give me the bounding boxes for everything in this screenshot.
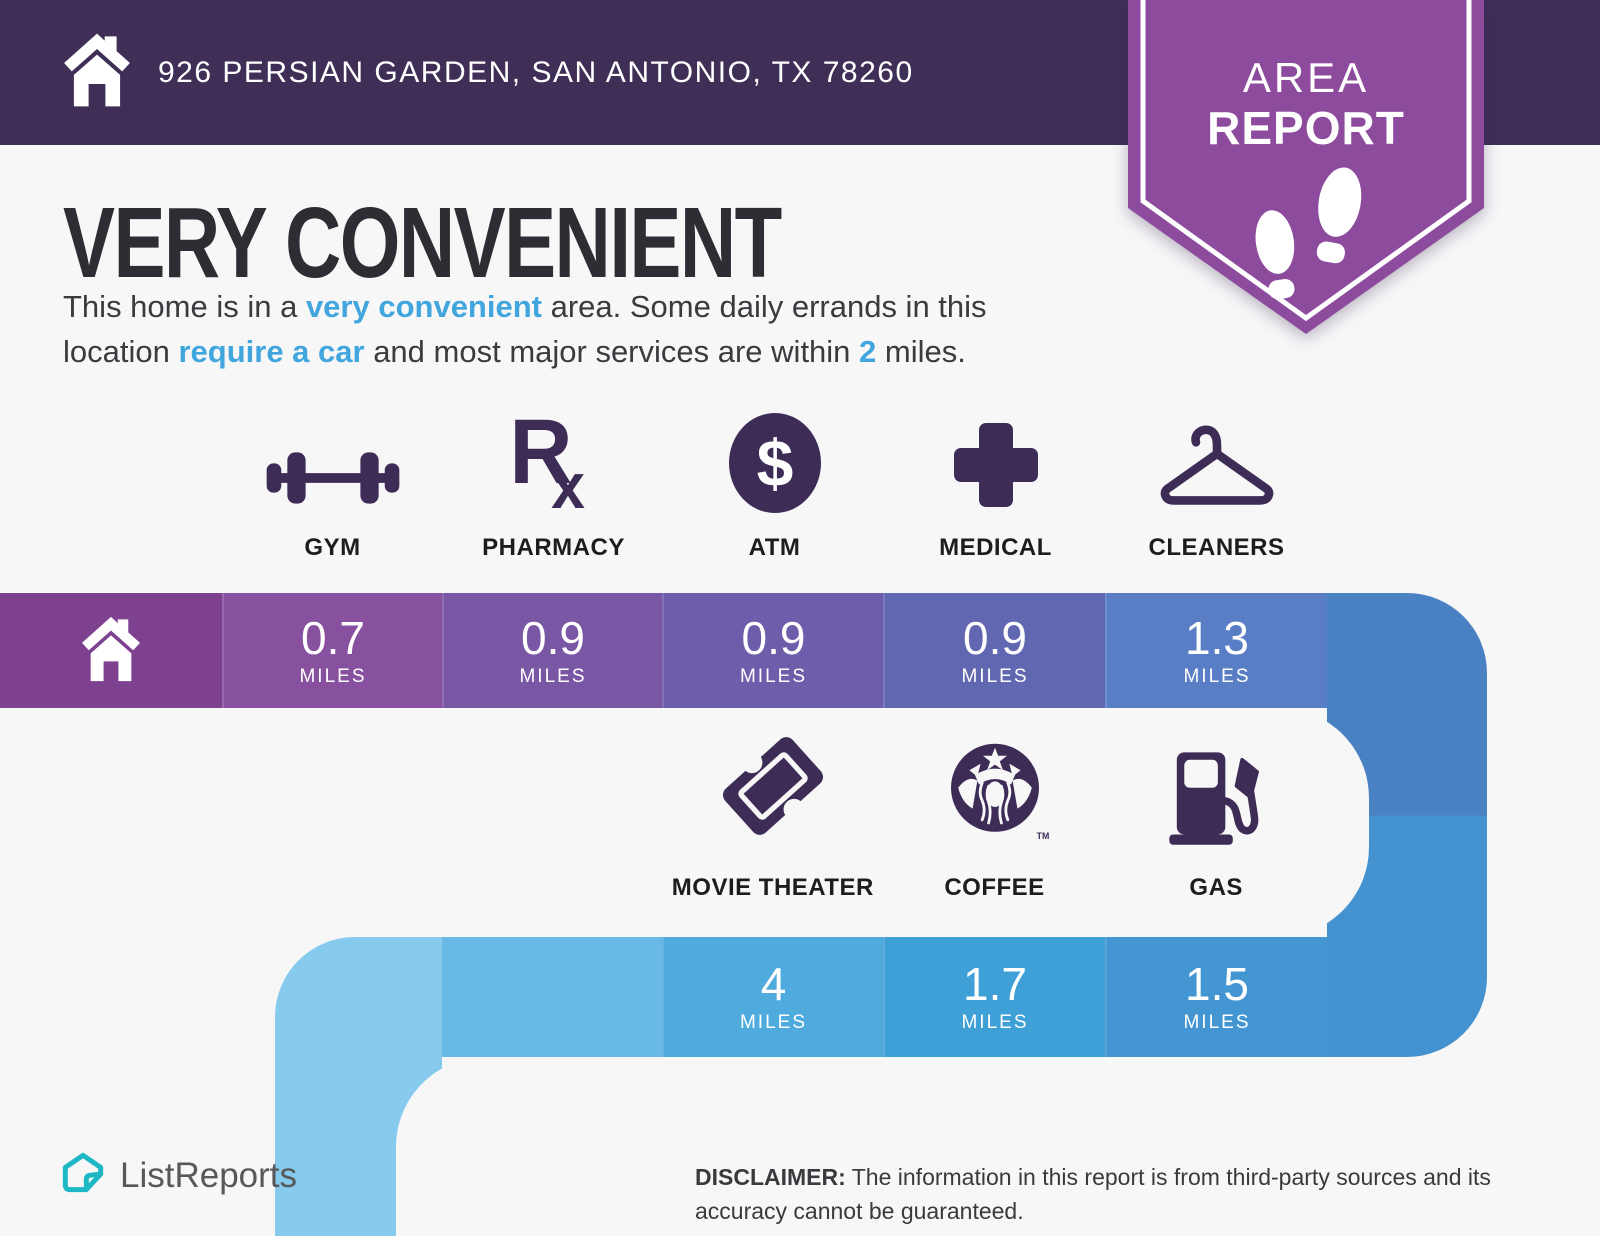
- dumbbell-icon: [263, 441, 403, 520]
- listreports-house-icon: [60, 1152, 106, 1199]
- miles-label: MILES: [739, 665, 808, 687]
- badge-line2: REPORT: [1207, 102, 1405, 154]
- distance-value: 0.9: [521, 611, 585, 664]
- dollar-circle-icon: $: [725, 411, 825, 520]
- miles-label: MILES: [519, 665, 587, 687]
- miles-label: MILES: [739, 1012, 808, 1033]
- gas-pump-icon: [1160, 743, 1272, 860]
- svg-text:TM: TM: [1036, 831, 1049, 841]
- distance-cell-gas: 1.5 MILES: [1105, 937, 1327, 1057]
- brand-name: ListReports: [120, 1155, 298, 1195]
- distance-value: 1.3: [1185, 611, 1249, 664]
- distance-value: 0.7: [301, 611, 365, 664]
- service-gym: GYM: [222, 420, 443, 562]
- coffee-siren-icon: TM: [931, 727, 1059, 860]
- service-label: CLEANERS: [1148, 534, 1285, 561]
- band-inner-notch-bottom: [396, 1057, 1600, 1236]
- distance-cell-spacer: [442, 937, 662, 1057]
- home-icon: [55, 30, 139, 115]
- listreports-logo: ListReports: [60, 1152, 297, 1199]
- area-report-badge: AREA REPORT: [1128, 0, 1484, 345]
- service-medical: MEDICAL: [885, 420, 1106, 562]
- distance-value: 1.5: [1185, 958, 1249, 1010]
- distance-value: 1.7: [963, 958, 1027, 1010]
- ticket-icon: [698, 717, 848, 860]
- distance-cell-cleaners: 1.3 MILES: [1105, 593, 1327, 708]
- distance-cell-atm: 0.9 MILES: [662, 593, 883, 708]
- footprints-icon: [1255, 167, 1362, 300]
- service-label: ATM: [748, 534, 801, 561]
- miles-label: MILES: [961, 1012, 1029, 1033]
- service-label: COFFEE: [944, 874, 1045, 901]
- service-label: MEDICAL: [939, 534, 1052, 561]
- distance-value: 4: [760, 958, 787, 1010]
- disclaimer-text: DISCLAIMER: The information in this repo…: [695, 1164, 1491, 1224]
- service-atm: $ ATM: [664, 413, 885, 562]
- distance-cell-gym: 0.7 MILES: [222, 593, 442, 708]
- service-label: GAS: [1189, 874, 1243, 901]
- svg-text:$: $: [756, 426, 793, 500]
- service-label: MOVIE THEATER: [671, 874, 874, 901]
- property-address: 926 PERSIAN GARDEN, SAN ANTONIO, TX 7826…: [158, 55, 914, 89]
- hanger-icon: [1155, 423, 1279, 520]
- distance-cell-movie-theater: 4 MILES: [662, 937, 883, 1057]
- service-label: GYM: [304, 534, 361, 561]
- distance-value: 0.9: [963, 611, 1027, 664]
- miles-label: MILES: [1183, 665, 1251, 687]
- distance-band-1: 0.7 MILES 0.9 MILES 0.9 MILES 0.9 MILES 1.3 MILES: [0, 593, 1327, 708]
- service-coffee: TM COFFEE: [884, 732, 1106, 902]
- distance-value: 0.9: [741, 611, 806, 664]
- medical-cross-icon: [946, 415, 1046, 520]
- miles-label: MILES: [1183, 1012, 1251, 1033]
- distance-cell-coffee: 1.7 MILES: [883, 937, 1105, 1057]
- distance-band-2: 4 MILES 1.7 MILES 1.5 MILES: [442, 937, 1327, 1057]
- distance-cell-medical: 0.9 MILES: [883, 593, 1105, 708]
- badge-line1: AREA: [1243, 54, 1369, 101]
- intro-paragraph: This home is in a very convenient area. …: [63, 289, 987, 369]
- miles-label: MILES: [299, 665, 367, 687]
- distance-cell-pharmacy: 0.9 MILES: [442, 593, 662, 708]
- page-title: VERY CONVENIENT: [63, 187, 782, 299]
- services-row-2: MOVIE THEATER: [662, 732, 1327, 902]
- service-gas: GAS: [1105, 732, 1327, 902]
- service-cleaners: CLEANERS: [1106, 420, 1327, 562]
- service-movie-theater: MOVIE THEATER: [662, 732, 884, 902]
- service-label: PHARMACY: [482, 534, 625, 561]
- miles-label: MILES: [961, 665, 1029, 687]
- home-icon: [74, 614, 148, 689]
